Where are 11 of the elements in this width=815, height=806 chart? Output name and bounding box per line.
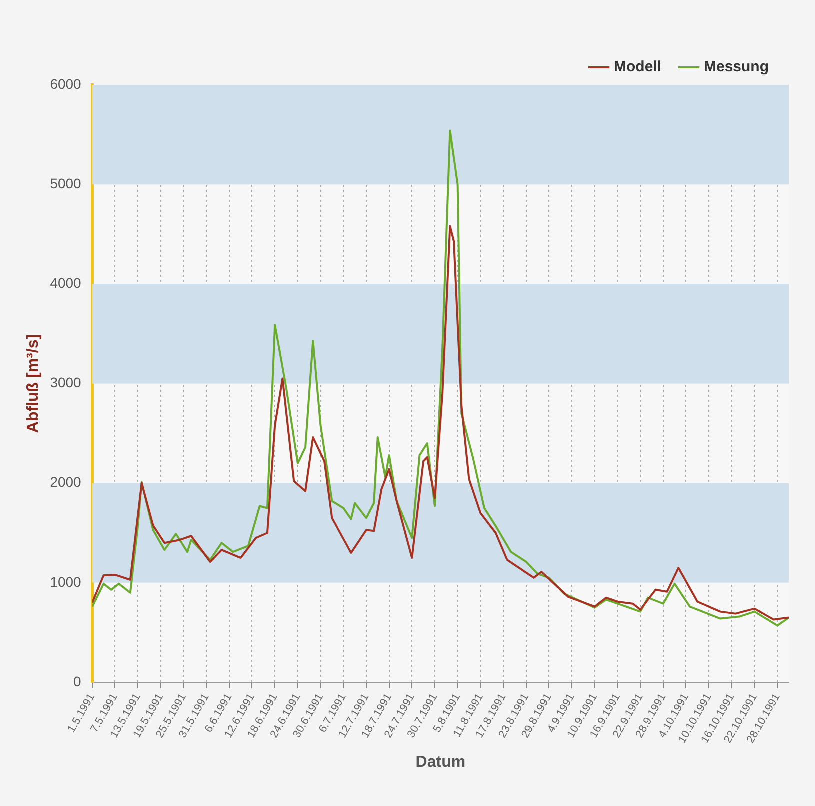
y-tick-label: 2000 (50, 474, 82, 490)
y-tick-label: 5000 (50, 175, 82, 192)
y-tick-label: 3000 (50, 374, 82, 391)
y-tick-label: 4000 (50, 275, 82, 292)
y-axis-title: Abfluß [m³/s] (25, 334, 42, 434)
y-tick-label: 6000 (50, 76, 82, 92)
y-tick-label: 0 (74, 673, 82, 690)
legend-label: Modell (614, 58, 662, 76)
y-tick-label: 1000 (50, 574, 82, 590)
legend-label: Messung (704, 58, 770, 76)
x-axis-title: Datum (416, 754, 466, 771)
